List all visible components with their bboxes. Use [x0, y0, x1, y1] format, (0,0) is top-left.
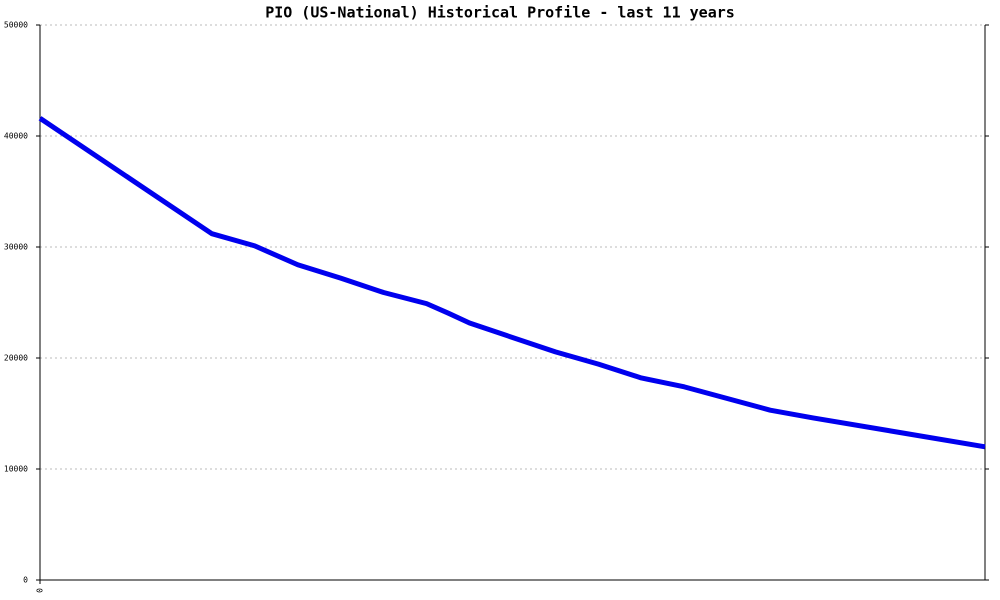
- y-tick-label: 50000: [4, 21, 28, 30]
- data-line: [38, 116, 986, 450]
- x-tick-label: 0: [36, 588, 45, 593]
- chart-title: PIO (US-National) Historical Profile - l…: [265, 4, 735, 22]
- y-tick-label: 40000: [4, 132, 28, 141]
- y-tick-label: 30000: [4, 243, 28, 252]
- y-tick-label: 10000: [4, 465, 28, 474]
- y-tick-label: 20000: [4, 354, 28, 363]
- y-tick-label: 0: [23, 576, 28, 585]
